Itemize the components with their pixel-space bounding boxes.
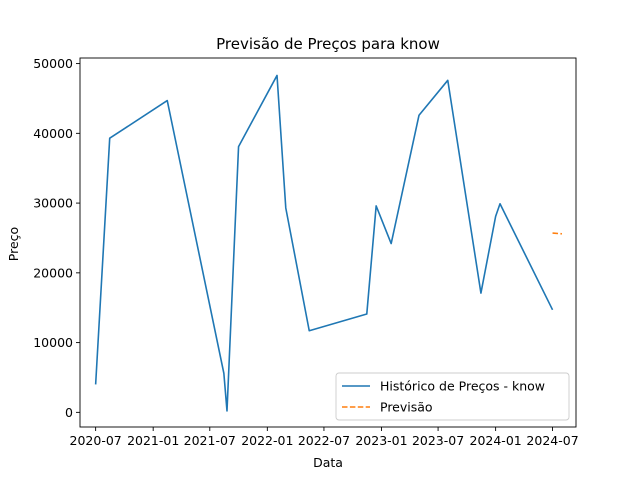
y-tick-label: 40000 [33,126,73,141]
x-tick-label: 2023-01 [355,433,407,448]
y-axis-label: Preço [6,227,21,261]
x-tick-label: 2022-01 [241,433,293,448]
axes: 2020-07 2021-01 2021-07 2022-01 2022-07 2023-… [33,56,578,448]
y-tick-label: 30000 [33,196,73,211]
y-tick-label: 0 [65,405,73,420]
plot-area [94,74,562,412]
legend-box [335,372,570,421]
x-tick-label: 2024-07 [526,433,578,448]
y-tick-label: 20000 [33,265,73,280]
y-tick-label: 50000 [33,56,73,71]
series-line-previsao [552,232,562,235]
x-tick-label: 2024-01 [470,433,522,448]
series-line-historico [94,74,554,412]
x-tick-label: 2021-01 [127,433,179,448]
legend-label: Histórico de Preços - know [380,379,545,394]
x-tick-label: 2021-07 [184,433,236,448]
x-tick-label: 2020-07 [70,433,122,448]
y-tick-label: 10000 [33,335,73,350]
x-tick-label: 2023-07 [412,433,464,448]
chart-title: Previsão de Preços para know [216,35,440,53]
x-tick-label: 2022-07 [298,433,350,448]
plot-frame [79,57,577,428]
legend-label: Previsão [380,400,433,415]
x-axis-label: Data [313,455,343,470]
legend: Histórico de Preços - know Previsão [335,372,570,421]
